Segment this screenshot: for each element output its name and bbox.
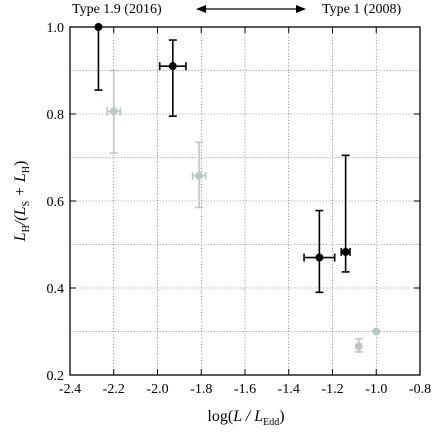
annotation-type-1: Type 1 (2008) [322,2,401,17]
data-point [372,327,381,336]
y-tick-label: 1.0 [47,21,65,36]
data-point-group [106,69,122,154]
double-headed-arrow [196,5,306,13]
x-tick-label: -0.8 [409,382,431,397]
data-point [315,253,324,262]
data-point-group [340,154,351,273]
data-point [168,62,177,71]
data-point [341,247,350,256]
data-point [195,171,204,180]
y-tick-label: 0.6 [47,195,65,210]
data-point-group [372,327,381,336]
x-tick-label: -1.2 [321,382,343,397]
y-tick-label: 0.4 [47,282,65,297]
data-point [109,107,118,116]
x-axis-label: log(L / LEdd) [207,408,284,428]
data-point-group [303,209,336,294]
x-tick-label: -2.4 [59,382,81,397]
y-tick-label: 0.2 [47,369,65,384]
data-point-group [191,141,207,209]
data-point-group [94,23,103,91]
tick-labels: -2.4 -2.2 -2.0 -1.8 -1.6 -1.4 -1.2 -1.0 -0.8 0.2 0… [47,21,432,397]
tick-marks [69,26,421,376]
data-point-group [354,338,363,353]
data-points [94,23,381,353]
x-tick-label: -1.8 [190,382,212,397]
x-tick-label: -1.0 [365,382,387,397]
grid-lines [70,27,420,375]
data-point [354,342,363,351]
annotation-type-1.9: Type 1.9 (2016) [72,2,162,17]
x-tick-label: -2.0 [146,382,168,397]
x-tick-label: -2.2 [103,382,125,397]
data-point-group [158,39,187,117]
y-axis-label: LH/(LS + LH) [12,161,32,243]
x-tick-label: -1.4 [278,382,300,397]
x-tick-label: -1.6 [234,382,256,397]
y-tick-label: 0.8 [47,108,65,123]
